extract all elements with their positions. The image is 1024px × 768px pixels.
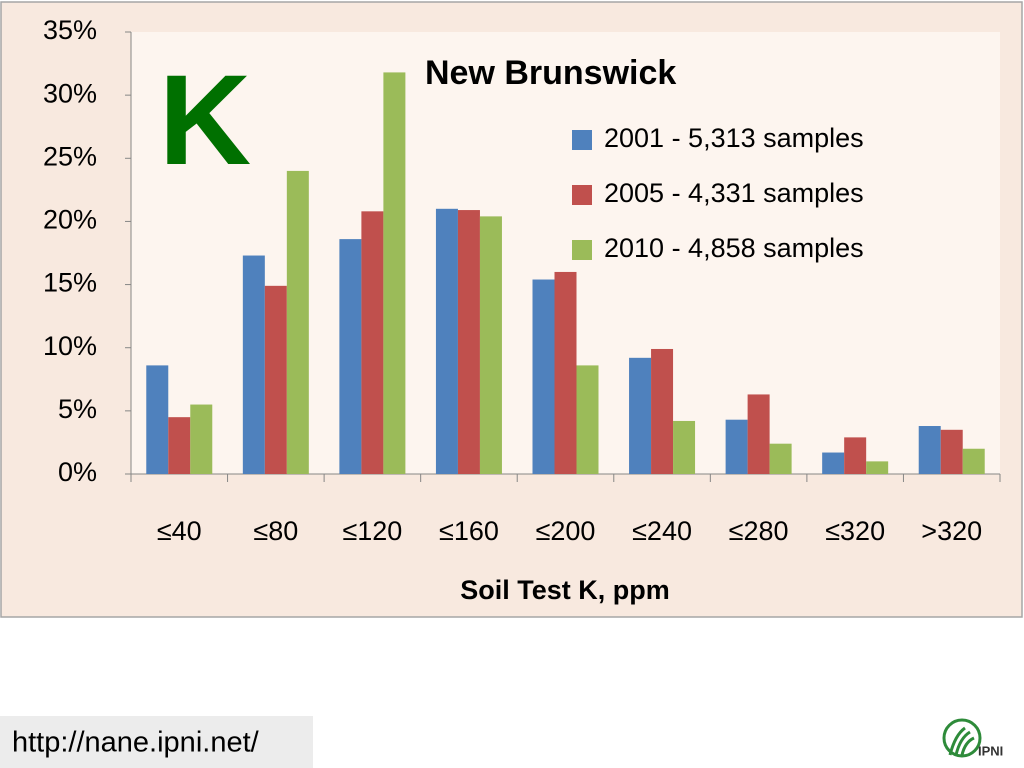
x-tick-label: ≤120: [342, 516, 402, 546]
bar: [286, 170, 309, 474]
bar: [457, 210, 480, 474]
bar: [673, 420, 696, 474]
legend-swatch: [572, 130, 592, 150]
x-tick-label: ≤40: [157, 516, 202, 546]
bar: [576, 365, 599, 474]
x-tick-label: ≤200: [536, 516, 596, 546]
bar: [168, 417, 191, 474]
y-tick-label: 30%: [43, 78, 97, 108]
logo-ring: [942, 718, 982, 758]
bar: [339, 239, 362, 474]
bar: [747, 394, 770, 474]
bar: [844, 437, 867, 474]
bar: [962, 448, 985, 474]
bar: [940, 429, 963, 474]
x-axis-title: Soil Test K, ppm: [460, 575, 670, 605]
y-tick-label: 20%: [43, 205, 97, 235]
legend-label: 2010 - 4,858 samples: [604, 233, 864, 263]
logo-text: IPNI: [978, 743, 1003, 758]
y-tick-label: 5%: [58, 394, 97, 424]
legend-label: 2001 - 5,313 samples: [604, 123, 864, 153]
y-tick-label: 10%: [43, 331, 97, 361]
y-tick-label: 15%: [43, 268, 97, 298]
logo-leaves: [948, 726, 975, 756]
bar: [264, 285, 287, 474]
bar: [479, 216, 502, 474]
legend-label: 2005 - 4,331 samples: [604, 178, 864, 208]
nutrient-label: K: [159, 49, 251, 192]
bar: [725, 419, 748, 474]
x-tick-label: >320: [921, 516, 982, 546]
bar: [190, 404, 213, 474]
bar: [146, 365, 169, 474]
footer-box: [0, 716, 313, 768]
bar: [532, 279, 555, 474]
bar: [651, 348, 674, 474]
legend-swatch: [572, 240, 592, 260]
x-tick-label: ≤320: [825, 516, 885, 546]
bar: [769, 443, 792, 474]
y-tick-label: 35%: [43, 15, 97, 45]
bar: [242, 255, 265, 474]
logo: IPNI: [942, 718, 1003, 758]
x-tick-label: ≤240: [632, 516, 692, 546]
bar: [866, 461, 889, 474]
x-tick-label: ≤80: [253, 516, 298, 546]
bar: [822, 452, 845, 474]
bar: [435, 208, 458, 475]
bar: [361, 211, 384, 474]
bar: [918, 426, 941, 474]
x-tick-label: ≤280: [729, 516, 789, 546]
bar: [554, 271, 577, 474]
y-tick-label: 25%: [43, 141, 97, 171]
y-tick-label: 0%: [58, 457, 97, 487]
bar: [629, 357, 652, 474]
footer-url: http://nane.ipni.net/: [12, 727, 260, 759]
legend-swatch: [572, 185, 592, 205]
bar: [383, 72, 406, 474]
x-tick-label: ≤160: [439, 516, 499, 546]
chart-title: New Brunswick: [425, 54, 676, 92]
